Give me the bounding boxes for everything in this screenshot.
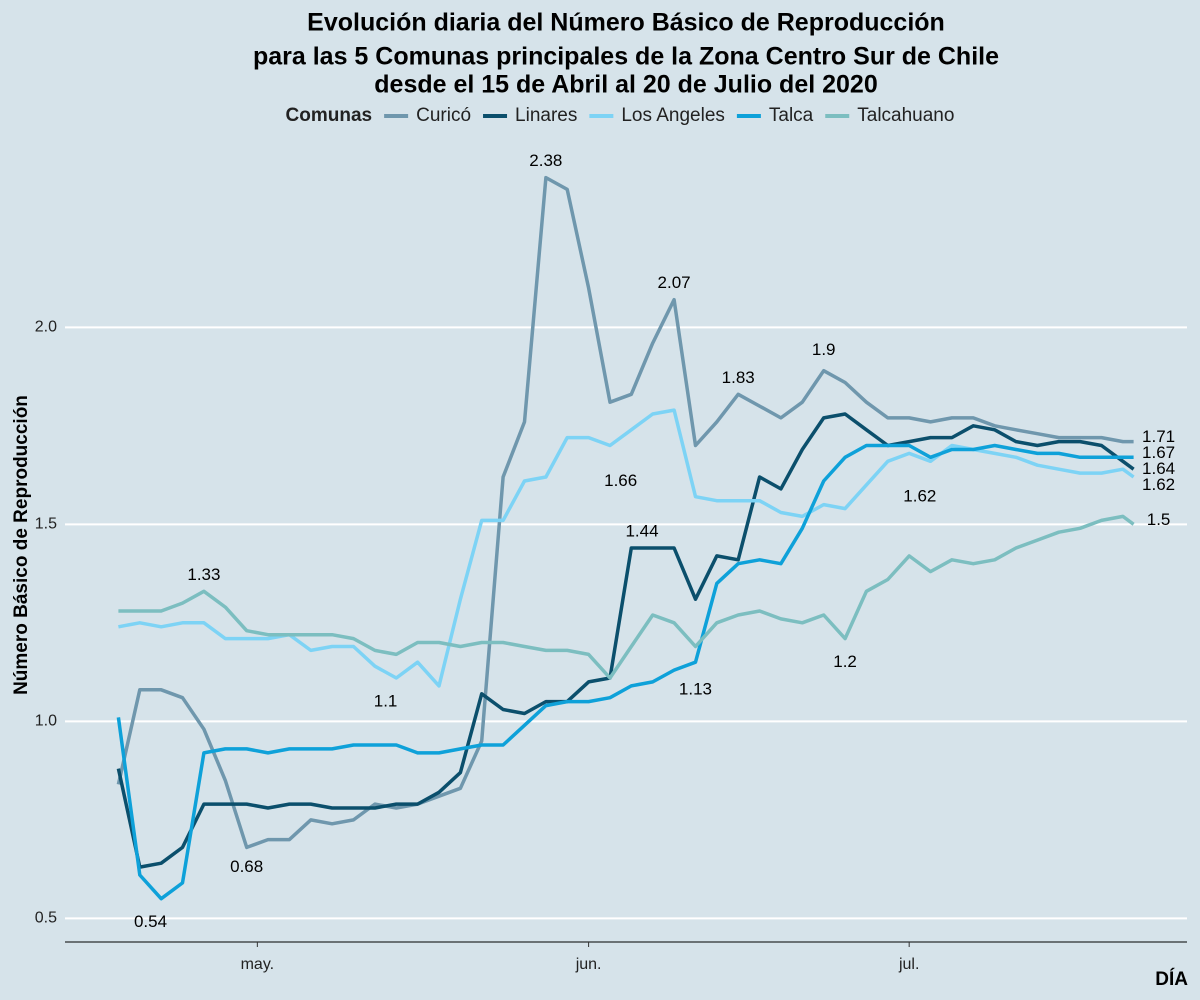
data-label: 1.33	[187, 565, 220, 584]
chart-title: para las 5 Comunas principales de la Zon…	[253, 43, 999, 71]
x-tick-label: may.	[241, 956, 274, 973]
data-label: 1.62	[903, 487, 936, 506]
data-label: 1.71	[1142, 427, 1175, 446]
data-label: 1.62	[1142, 475, 1175, 494]
data-label: 1.64	[1142, 459, 1175, 478]
data-label: 1.66	[604, 471, 637, 490]
x-tick-label: jul.	[898, 956, 919, 973]
data-label: 2.07	[658, 273, 691, 292]
y-tick-label: 0.5	[35, 910, 57, 927]
x-tick-label: jun.	[575, 956, 602, 973]
series-line	[116, 412, 1135, 869]
legend-label: Los Angeles	[621, 105, 725, 126]
y-tick-label: 1.0	[35, 713, 57, 730]
data-label: 1.67	[1142, 443, 1175, 462]
chart-title: Evolución diaria del Número Básico de Re…	[307, 9, 945, 37]
legend-label: Linares	[515, 105, 577, 126]
legend-label: Curicó	[416, 105, 471, 126]
series-line	[118, 514, 1135, 680]
y-axis-label: Número Básico de Reproducción	[11, 395, 32, 695]
x-axis-label: DÍA	[1155, 968, 1188, 990]
legend-label: Talcahuano	[857, 105, 954, 126]
data-label: 0.68	[230, 857, 263, 876]
data-label: 0.54	[134, 912, 167, 931]
data-label: 1.83	[722, 368, 755, 387]
series-line	[116, 443, 1134, 901]
data-label: 1.9	[812, 340, 836, 359]
y-tick-label: 1.5	[35, 516, 57, 533]
legend-title: Comunas	[286, 105, 373, 126]
data-label: 1.44	[625, 521, 658, 540]
data-label: 2.38	[529, 151, 562, 170]
data-label: 1.5	[1147, 510, 1171, 529]
data-label: 1.2	[833, 652, 857, 671]
data-label: 1.13	[679, 680, 712, 699]
y-tick-label: 2.0	[35, 319, 57, 336]
legend-label: Talca	[769, 105, 814, 126]
data-label: 1.1	[374, 691, 398, 710]
series-line	[116, 175, 1134, 850]
chart-title: desde el 15 de Abril al 20 de Julio del …	[374, 71, 877, 99]
